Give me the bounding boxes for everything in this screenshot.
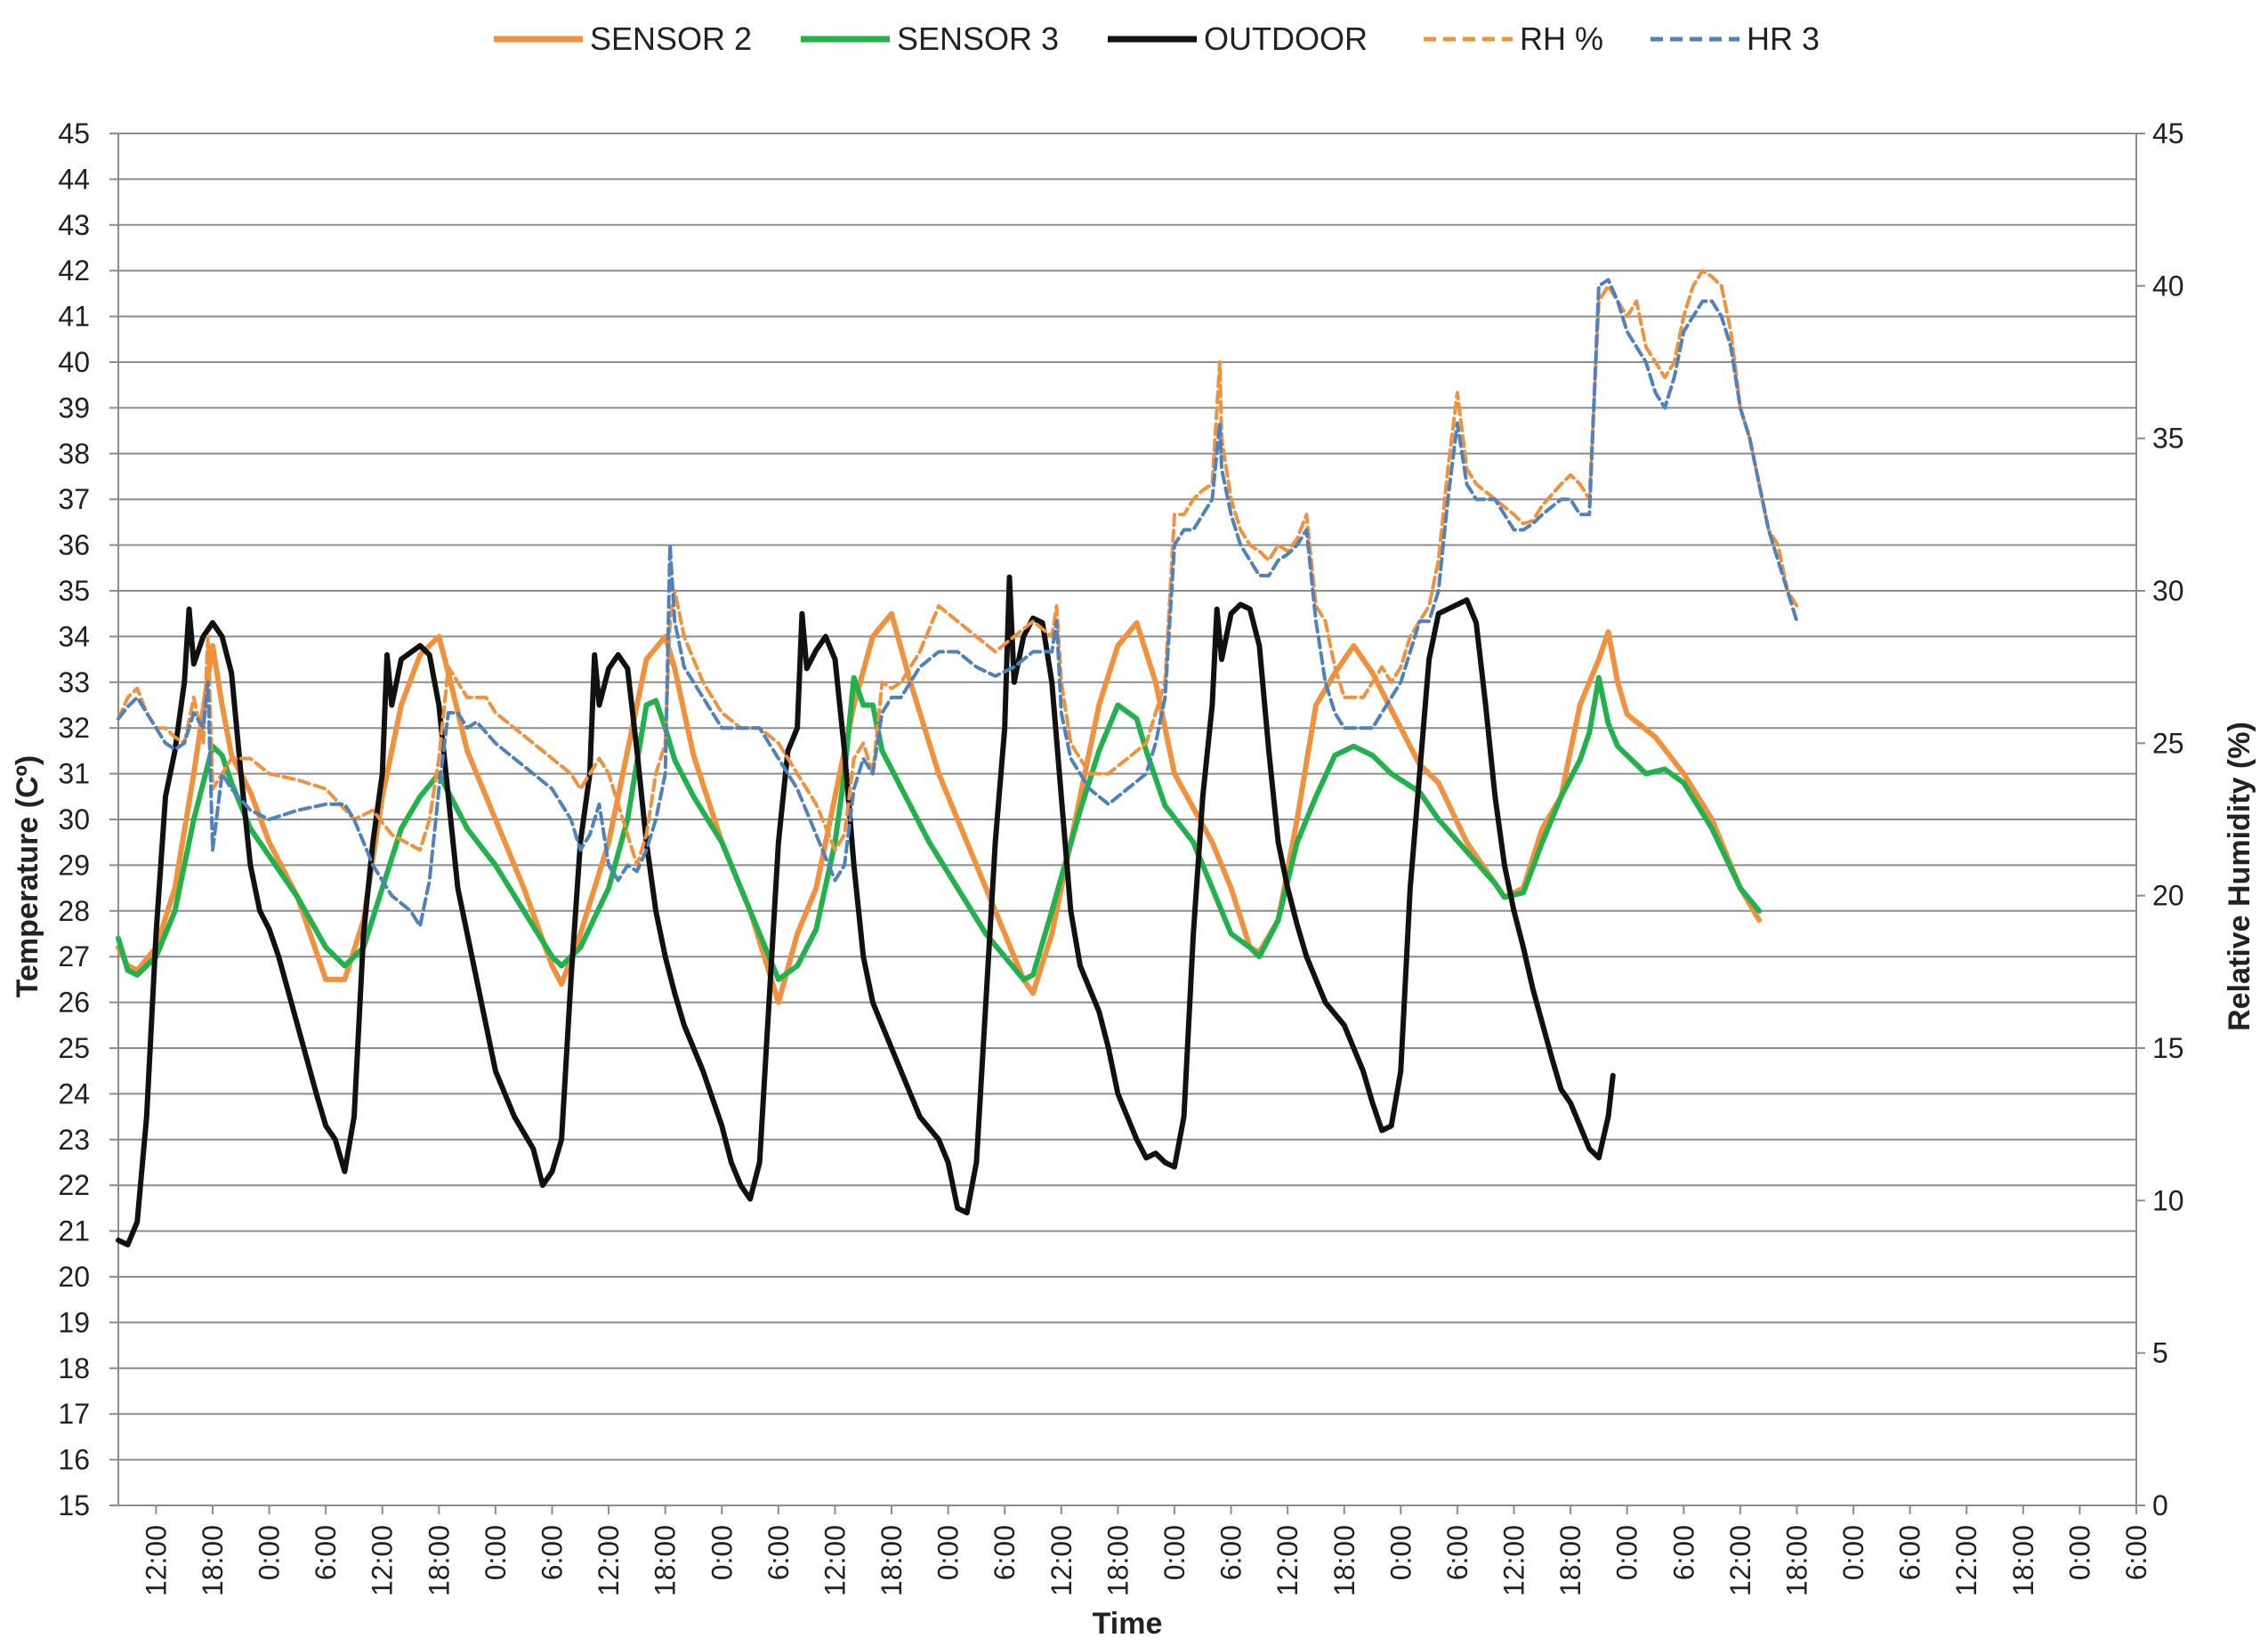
left-tick-label: 25 [58,1032,90,1064]
x-axis-title: Time [1093,1607,1163,1641]
left-tick-label: 37 [58,483,90,515]
x-tick-label: 12:00 [819,1525,851,1596]
right-tick-label: 5 [2152,1337,2168,1369]
series-line-hr-3 [117,278,1799,928]
series-group [116,269,1799,1247]
x-tick-label: 0:00 [1611,1525,1643,1580]
legend-label-hr-3: HR 3 [1747,20,1820,57]
series-line-outdoor [116,574,1616,1247]
x-tick-label: 0:00 [706,1525,738,1580]
x-tick-label: 0:00 [2063,1525,2095,1580]
x-tick-label: 0:00 [1837,1525,1869,1580]
left-tick-label: 28 [58,895,90,927]
x-tick-label: 12:00 [1045,1525,1078,1596]
x-tick-label: 18:00 [423,1525,455,1596]
x-tick-label: 6:00 [2120,1525,2152,1580]
x-tick-label: 12:00 [1271,1525,1303,1596]
left-tick-label: 22 [58,1169,90,1201]
x-tick-label: 12:00 [1724,1525,1756,1596]
x-tick-label: 18:00 [2007,1525,2039,1596]
left-tick-label: 23 [58,1124,90,1156]
x-tick-label: 6:00 [989,1525,1021,1580]
x-axis-ticks: 12:00 18:00 0:00 6:00 12:00 18:00 0:00 6:00 12:0… [140,1505,2152,1596]
left-tick-label: 21 [58,1215,90,1247]
x-tick-label: 18:00 [876,1525,908,1596]
right-tick-label: 10 [2152,1184,2184,1216]
series-line-rh [117,269,1799,867]
right-tick-label: 0 [2152,1489,2168,1521]
left-tick-label: 41 [58,301,90,333]
x-tick-label: 12:00 [1950,1525,1982,1596]
x-tick-label: 6:00 [537,1525,569,1580]
left-tick-label: 26 [58,987,90,1019]
x-tick-label: 6:00 [763,1525,795,1580]
x-tick-label: 12:00 [140,1525,172,1596]
left-tick-label: 32 [58,712,90,744]
left-tick-label: 20 [58,1261,90,1293]
x-tick-label: 18:00 [1328,1525,1360,1596]
right-tick-label: 35 [2152,423,2184,455]
left-tick-label: 31 [58,758,90,790]
left-tick-label: 40 [58,346,90,378]
left-tick-label: 43 [58,209,90,241]
legend-label-outdoor: OUTDOOR [1204,20,1368,57]
left-tick-label: 27 [58,940,90,972]
right-tick-label: 15 [2152,1032,2184,1064]
x-tick-label: 6:00 [1667,1525,1699,1580]
left-tick-label: 15 [58,1489,90,1521]
x-tick-label: 0:00 [1384,1525,1416,1580]
x-tick-label: 6:00 [1215,1525,1247,1580]
x-tick-label: 0:00 [932,1525,965,1580]
left-tick-label: 29 [58,849,90,881]
left-tick-label: 36 [58,529,90,561]
left-tick-label: 17 [58,1398,90,1430]
gridlines [118,133,2136,1506]
right-tick-label: 25 [2152,727,2184,759]
left-tick-label: 19 [58,1306,90,1338]
left-axis-ticks: 15 16 17 18 19 20 21 22 23 24 25 26 27 28 29 30 31 32 33 34… [58,117,118,1521]
x-tick-label: 18:00 [1554,1525,1586,1596]
right-tick-label: 45 [2152,117,2184,149]
x-tick-label: 12:00 [1498,1525,1530,1596]
x-tick-label: 6:00 [1441,1525,1473,1580]
x-tick-label: 18:00 [1102,1525,1134,1596]
left-tick-label: 16 [58,1444,90,1476]
right-tick-label: 40 [2152,270,2184,302]
x-tick-label: 18:00 [650,1525,682,1596]
left-tick-label: 24 [58,1077,90,1109]
left-axis-title: Temperature (Cº) [11,755,44,998]
left-tick-label: 34 [58,620,90,652]
right-axis-title: Relative Humidity (%) [2223,722,2256,1031]
x-tick-label: 12:00 [367,1525,399,1596]
left-tick-label: 33 [58,666,90,698]
left-tick-label: 44 [58,163,90,195]
legend: SENSOR 2 SENSOR 3 OUTDOOR RH % HR 3 [494,20,1820,57]
left-tick-label: 18 [58,1352,90,1384]
x-tick-label: 6:00 [310,1525,342,1580]
left-tick-label: 45 [58,117,90,149]
left-tick-label: 30 [58,803,90,835]
left-tick-label: 42 [58,254,90,286]
x-tick-label: 0:00 [480,1525,512,1580]
right-tick-label: 30 [2152,575,2184,607]
x-tick-label: 6:00 [1894,1525,1926,1580]
x-tick-label: 12:00 [593,1525,625,1596]
left-tick-label: 35 [58,575,90,607]
left-tick-label: 39 [58,391,90,424]
x-tick-label: 0:00 [1158,1525,1190,1580]
legend-label-sensor-2: SENSOR 2 [590,20,752,57]
legend-label-rh: RH % [1520,20,1603,57]
legend-label-sensor-3: SENSOR 3 [897,20,1059,57]
left-tick-label: 38 [58,438,90,470]
x-tick-label: 0:00 [254,1525,286,1580]
x-tick-label: 18:00 [197,1525,229,1596]
right-axis-ticks: 0 5 10 15 20 25 30 35 40 45 [2136,117,2184,1521]
x-tick-label: 18:00 [1780,1525,1812,1596]
right-tick-label: 20 [2152,880,2184,912]
